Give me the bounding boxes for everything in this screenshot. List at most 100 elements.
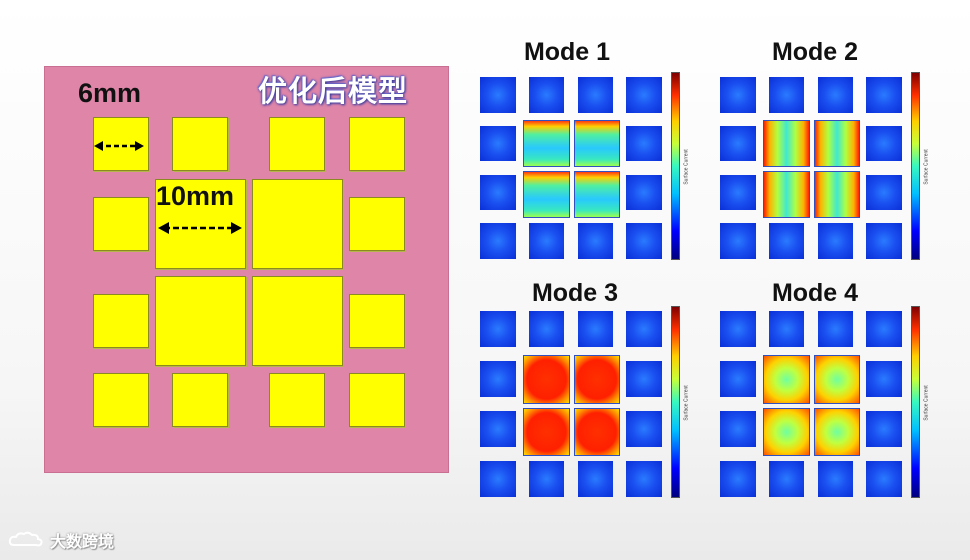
mode-4-title: Mode 4 bbox=[771, 279, 859, 307]
small-pad bbox=[349, 197, 405, 251]
small-pad bbox=[349, 373, 405, 427]
large-pad-current bbox=[522, 407, 570, 456]
model-title: 优化后模型 bbox=[258, 76, 409, 108]
small-pad-current bbox=[528, 461, 565, 497]
large-pad bbox=[155, 276, 246, 366]
small-pad-current bbox=[480, 174, 516, 211]
large-pad-current bbox=[522, 120, 570, 167]
small-pad-current bbox=[626, 174, 662, 211]
small-pad-current bbox=[866, 311, 902, 347]
small-pad-current bbox=[626, 411, 662, 447]
large-pad-current bbox=[762, 407, 810, 456]
large-pad-current bbox=[813, 355, 861, 404]
watermark-text: 大数跨境 bbox=[50, 534, 115, 551]
small-pad-current bbox=[866, 361, 902, 397]
small-pad-current bbox=[720, 461, 756, 497]
small-pad-current bbox=[480, 311, 516, 347]
small-pad-current bbox=[866, 125, 902, 162]
small-pad bbox=[172, 373, 228, 427]
small-pad-current bbox=[528, 77, 565, 113]
large-pad-current bbox=[573, 170, 621, 218]
small-pad bbox=[93, 197, 149, 251]
small-pad bbox=[269, 373, 325, 427]
small-pad-current bbox=[626, 125, 662, 162]
small-pad-current bbox=[528, 311, 565, 347]
small-pad-current bbox=[480, 125, 516, 162]
small-pad-current bbox=[480, 461, 516, 497]
colorbar bbox=[911, 306, 920, 498]
large-pad-dimension-label: 10mm bbox=[156, 181, 235, 211]
small-pad-current bbox=[866, 223, 902, 259]
small-pad-current bbox=[626, 461, 662, 497]
large-pad-current bbox=[573, 120, 621, 167]
small-pad-current bbox=[817, 461, 854, 497]
large-pad-current bbox=[573, 355, 621, 404]
small-pad-current bbox=[480, 223, 516, 259]
large-pad-current bbox=[813, 120, 861, 167]
small-pad-current bbox=[720, 411, 756, 447]
small-pad-dimension-arrow bbox=[94, 141, 144, 151]
large-pad-current bbox=[813, 407, 861, 456]
colorbar bbox=[671, 306, 680, 498]
large-pad bbox=[252, 276, 343, 366]
mode-2-current-map: Surface Current bbox=[715, 72, 930, 264]
large-pad-current bbox=[522, 355, 570, 404]
small-pad-current bbox=[626, 77, 662, 113]
large-pad bbox=[252, 179, 343, 269]
colorbar-label: Surface Current bbox=[683, 385, 690, 421]
small-pad bbox=[349, 294, 405, 348]
large-pad-current bbox=[762, 355, 810, 404]
small-pad-current bbox=[626, 311, 662, 347]
small-pad-current bbox=[720, 125, 756, 162]
colorbar-label: Surface Current bbox=[923, 385, 930, 421]
large-pad-current bbox=[522, 170, 570, 218]
small-pad-current bbox=[720, 223, 756, 259]
colorbar-label: Surface Current bbox=[683, 149, 690, 185]
mode-3-current-map: Surface Current bbox=[475, 306, 690, 502]
small-pad-current bbox=[577, 77, 614, 113]
small-pad-current bbox=[480, 77, 516, 113]
small-pad bbox=[172, 117, 228, 171]
small-pad-current bbox=[866, 77, 902, 113]
large-pad-dimension-arrow bbox=[158, 222, 242, 234]
small-pad-current bbox=[626, 223, 662, 259]
small-pad-current bbox=[817, 311, 854, 347]
mode-1-title: Mode 1 bbox=[523, 38, 611, 66]
small-pad-current bbox=[866, 461, 902, 497]
large-pad bbox=[155, 179, 246, 269]
small-pad bbox=[93, 373, 149, 427]
small-pad bbox=[93, 294, 149, 348]
small-pad-current bbox=[768, 461, 805, 497]
small-pad-current bbox=[817, 223, 854, 259]
small-pad bbox=[269, 117, 325, 171]
small-pad-current bbox=[866, 411, 902, 447]
small-pad-current bbox=[720, 311, 756, 347]
small-pad-current bbox=[817, 77, 854, 113]
small-pad-current bbox=[720, 174, 756, 211]
small-pad-current bbox=[768, 77, 805, 113]
small-pad-current bbox=[577, 311, 614, 347]
small-pad-current bbox=[768, 311, 805, 347]
large-pad-current bbox=[762, 170, 810, 218]
watermark: 大数跨境 bbox=[8, 528, 114, 552]
small-pad-current bbox=[480, 361, 516, 397]
small-pad-dimension-label: 6mm bbox=[78, 78, 142, 108]
small-pad-current bbox=[768, 223, 805, 259]
colorbar bbox=[671, 72, 680, 260]
mode-2-title: Mode 2 bbox=[771, 38, 859, 66]
small-pad-current bbox=[720, 361, 756, 397]
large-pad-current bbox=[813, 170, 861, 218]
small-pad-current bbox=[626, 361, 662, 397]
mode-3-title: Mode 3 bbox=[531, 279, 619, 307]
colorbar-label: Surface Current bbox=[923, 149, 930, 185]
small-pad-current bbox=[480, 411, 516, 447]
small-pad-current bbox=[577, 223, 614, 259]
mode-4-current-map: Surface Current bbox=[715, 306, 930, 502]
small-pad-current bbox=[866, 174, 902, 211]
mode-1-current-map: Surface Current bbox=[475, 72, 690, 264]
colorbar bbox=[911, 72, 920, 260]
large-pad-current bbox=[573, 407, 621, 456]
small-pad-current bbox=[577, 461, 614, 497]
large-pad-current bbox=[762, 120, 810, 167]
antenna-model bbox=[44, 66, 449, 473]
